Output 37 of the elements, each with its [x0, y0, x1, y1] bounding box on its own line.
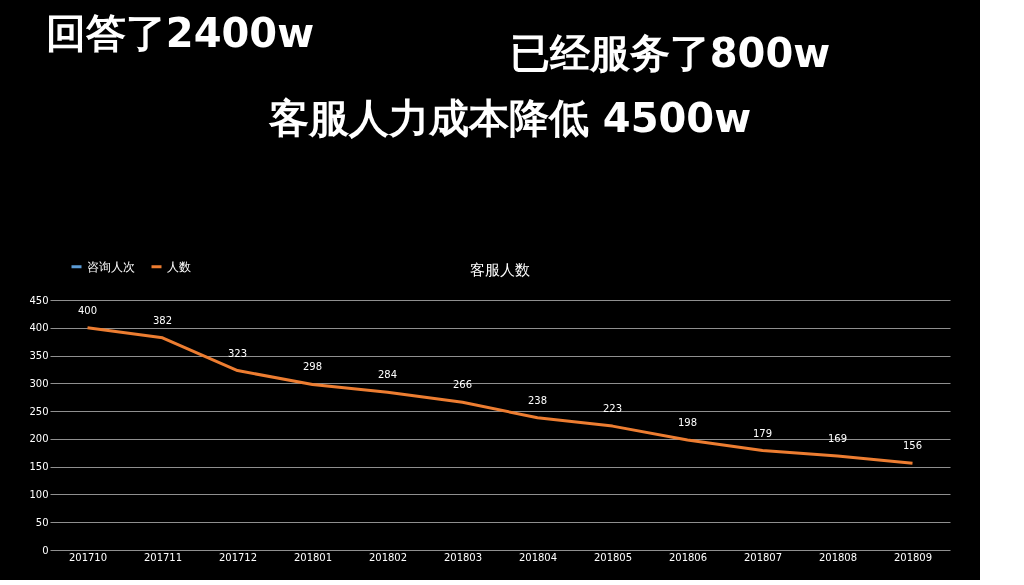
x-tick-label: 201807 — [743, 551, 783, 563]
x-tick-label: 201806 — [668, 551, 708, 563]
x-tick-label: 201805 — [593, 551, 633, 563]
x-tick-label: 201710 — [68, 551, 108, 563]
data-label: 238 — [527, 394, 548, 406]
text: 已经服务了800w — [509, 30, 831, 76]
y-tick-label: 150 — [29, 461, 49, 473]
x-tick-label: 201808 — [818, 551, 858, 563]
legend-label: 人数 — [167, 259, 191, 274]
x-tick-label: 201712 — [218, 551, 258, 563]
data-label: 382 — [152, 314, 173, 326]
y-tick-label: 200 — [29, 433, 49, 445]
text: 客服人力成本降低 4500w — [267, 95, 752, 141]
legend-label: 咨询人次 — [87, 259, 135, 274]
data-label: 179 — [752, 427, 773, 439]
x-tick-label: 201804 — [518, 551, 558, 563]
y-tick-label: 0 — [42, 544, 49, 556]
y-tick-label: 300 — [29, 377, 49, 389]
chart-title: 客服人数 — [470, 261, 530, 279]
y-tick-label: 400 — [29, 322, 49, 334]
data-label: 298 — [302, 361, 323, 373]
data-label: 323 — [227, 347, 248, 359]
x-tick-label: 201711 — [143, 551, 183, 563]
y-tick-label: 250 — [29, 405, 49, 417]
y-tick-label: 50 — [35, 516, 49, 528]
text: 回答了2400w — [45, 10, 315, 56]
data-label: 400 — [77, 304, 98, 316]
x-tick-label: 201801 — [293, 551, 333, 563]
data-label: 198 — [677, 417, 698, 428]
data-label: 156 — [902, 440, 923, 452]
x-tick-label: 201802 — [368, 551, 408, 563]
x-tick-label: 201803 — [443, 551, 483, 563]
y-tick-label: 450 — [29, 294, 49, 306]
y-tick-label: 350 — [29, 350, 49, 362]
y-tick-label: 100 — [29, 488, 49, 500]
data-label: 284 — [377, 369, 398, 381]
x-tick-label: 201809 — [893, 551, 933, 563]
